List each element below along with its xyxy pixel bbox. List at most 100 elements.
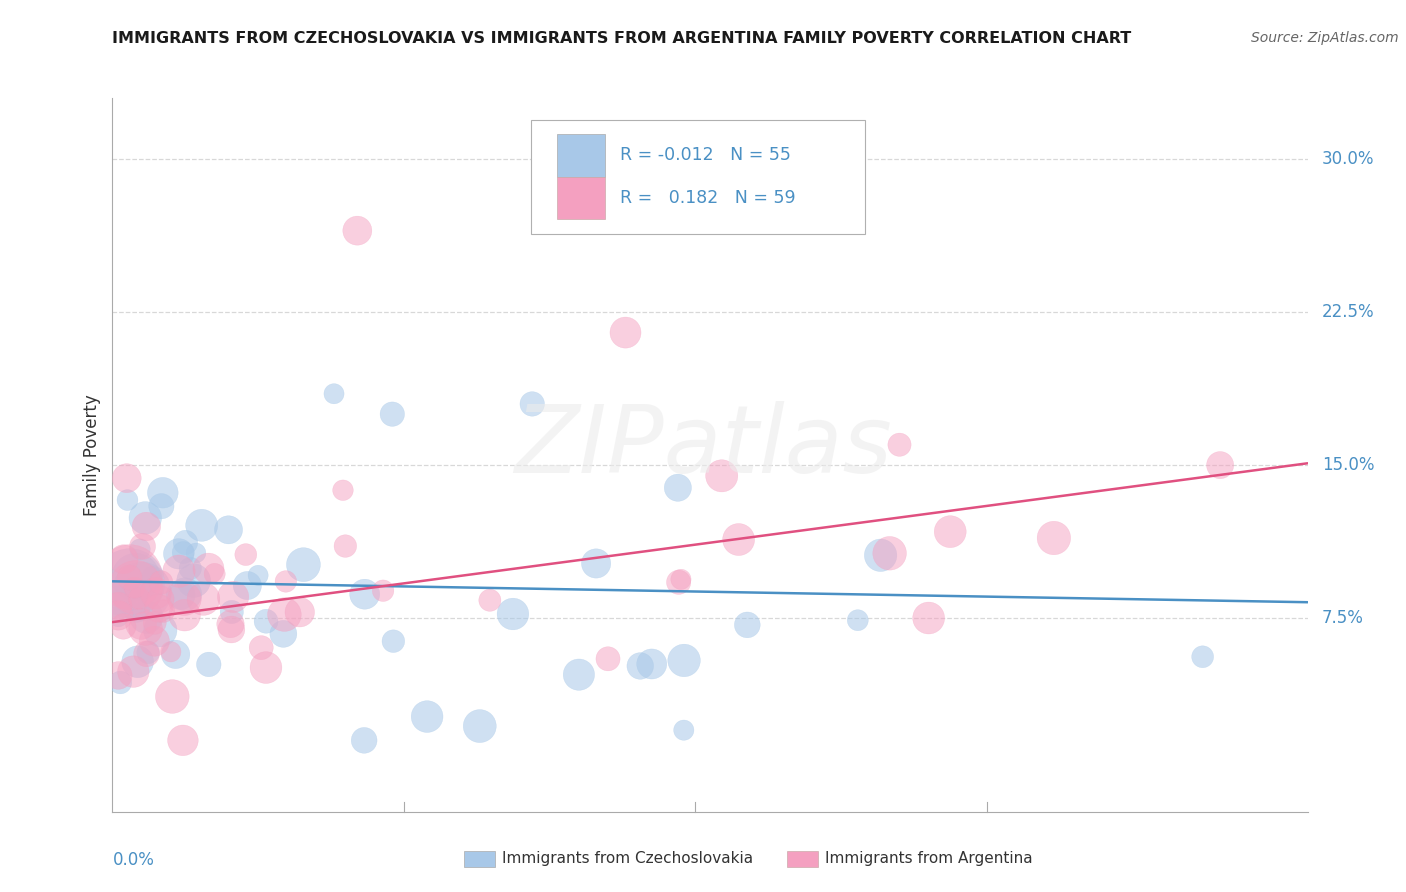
Text: Immigrants from Argentina: Immigrants from Argentina [825, 852, 1033, 866]
Point [135, 519, 157, 533]
Point [125, 570, 148, 584]
Point [197, 561, 219, 575]
Point [122, 665, 145, 679]
Point [131, 539, 153, 553]
Point [141, 569, 163, 583]
Point [353, 733, 375, 747]
Text: IMMIGRANTS FROM CZECHOSLOVAKIA VS IMMIGRANTS FROM ARGENTINA FAMILY POVERTY CORRE: IMMIGRANTS FROM CZECHOSLOVAKIA VS IMMIGR… [112, 31, 1132, 46]
Point [666, 481, 689, 495]
Point [522, 397, 544, 411]
Point [219, 617, 242, 632]
Text: 7.5%: 7.5% [1322, 609, 1364, 627]
Bar [557, 177, 605, 219]
Point [673, 653, 696, 667]
Point [173, 608, 195, 623]
Point [125, 581, 148, 595]
Point [193, 592, 215, 607]
Point [143, 634, 166, 648]
Point [346, 224, 368, 238]
Point [381, 407, 404, 421]
Point [292, 558, 315, 572]
Point [169, 588, 191, 602]
Text: 0.0%: 0.0% [112, 851, 155, 869]
Point [478, 593, 501, 607]
Point [117, 493, 139, 508]
Text: R =   0.182   N = 59: R = 0.182 N = 59 [620, 189, 796, 207]
Point [323, 386, 346, 401]
Point [1191, 649, 1213, 664]
Point [628, 659, 651, 673]
Point [273, 607, 295, 622]
Point [939, 524, 962, 539]
Point [468, 719, 491, 733]
Point [135, 622, 157, 636]
Point [596, 652, 619, 666]
Point [727, 533, 749, 547]
Point [221, 623, 243, 637]
Point [247, 568, 270, 582]
Point [184, 546, 207, 560]
Point [125, 602, 148, 616]
Point [173, 591, 195, 606]
Point [737, 618, 759, 632]
Point [118, 570, 141, 584]
Point [112, 619, 135, 633]
Point [129, 542, 152, 557]
Point [174, 535, 197, 549]
Point [167, 564, 190, 578]
Point [165, 648, 187, 662]
Point [110, 675, 132, 690]
Point [204, 566, 226, 581]
Point [846, 613, 869, 627]
Point [150, 499, 173, 513]
Point [416, 709, 439, 723]
Point [118, 571, 141, 585]
Point [148, 601, 170, 615]
Point [222, 590, 245, 604]
Point [160, 645, 183, 659]
Point [167, 547, 190, 561]
Point [107, 599, 129, 613]
Point [136, 645, 159, 659]
Point [668, 575, 690, 590]
Point [353, 587, 375, 601]
Point [502, 607, 524, 621]
Point [162, 690, 184, 704]
Point [107, 608, 129, 623]
Point [889, 438, 911, 452]
Point [179, 561, 201, 575]
Point [135, 647, 157, 661]
Point [382, 634, 405, 648]
Point [129, 616, 152, 631]
Point [149, 592, 172, 607]
Point [235, 548, 257, 562]
Text: 22.5%: 22.5% [1322, 303, 1375, 321]
Text: ZIPatlas: ZIPatlas [515, 401, 891, 491]
Y-axis label: Family Poverty: Family Poverty [83, 394, 101, 516]
Point [254, 660, 277, 674]
Point [917, 611, 939, 625]
Point [585, 557, 607, 571]
Point [332, 483, 354, 498]
Text: 30.0%: 30.0% [1322, 150, 1375, 169]
Point [108, 595, 131, 609]
Point [236, 578, 259, 592]
Point [124, 581, 146, 595]
Point [879, 546, 901, 560]
FancyBboxPatch shape [531, 120, 865, 234]
Point [112, 552, 135, 566]
Point [149, 624, 172, 638]
Point [128, 591, 150, 606]
Point [672, 723, 695, 738]
Point [145, 586, 167, 600]
Point [1209, 458, 1232, 472]
Point [197, 657, 219, 672]
Point [107, 609, 129, 624]
Point [614, 326, 637, 340]
Point [641, 657, 664, 671]
Point [1043, 531, 1066, 545]
Point [115, 471, 138, 485]
Point [335, 539, 357, 553]
Point [869, 549, 891, 563]
Point [274, 574, 297, 589]
